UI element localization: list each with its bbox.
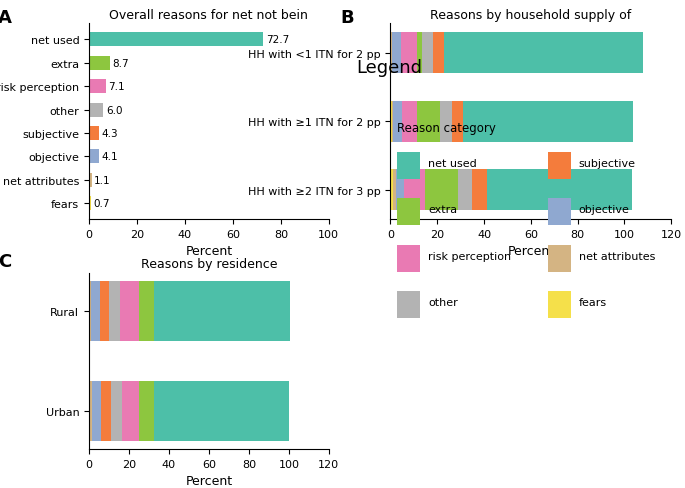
- Bar: [89, 173, 92, 187]
- Bar: [458, 170, 472, 211]
- Bar: [90, 381, 92, 441]
- Bar: [403, 170, 425, 211]
- Bar: [110, 381, 122, 441]
- Bar: [90, 281, 91, 341]
- Bar: [444, 33, 643, 74]
- Bar: [425, 170, 458, 211]
- Bar: [89, 33, 263, 47]
- X-axis label: Percent: Percent: [186, 245, 232, 258]
- Title: Overall reasons for net not bein: Overall reasons for net not bein: [110, 9, 308, 22]
- Bar: [122, 381, 138, 441]
- Text: 4.3: 4.3: [102, 129, 119, 139]
- Text: Reason category: Reason category: [397, 122, 496, 135]
- Bar: [440, 102, 452, 142]
- Bar: [393, 102, 401, 142]
- Text: C: C: [0, 252, 11, 270]
- Bar: [153, 281, 290, 341]
- X-axis label: Percent: Percent: [186, 474, 232, 487]
- Bar: [139, 281, 153, 341]
- Bar: [472, 170, 487, 211]
- Bar: [401, 102, 417, 142]
- Bar: [89, 281, 90, 341]
- Text: 0.7: 0.7: [93, 199, 110, 209]
- Bar: [92, 381, 101, 441]
- Bar: [487, 170, 632, 211]
- Text: 6.0: 6.0: [105, 105, 123, 115]
- Text: A: A: [0, 9, 12, 27]
- Bar: [153, 381, 290, 441]
- Bar: [89, 80, 106, 94]
- Bar: [89, 103, 103, 117]
- Bar: [393, 33, 401, 74]
- Bar: [396, 170, 403, 211]
- X-axis label: Percent: Percent: [508, 245, 554, 258]
- Bar: [421, 33, 434, 74]
- Bar: [89, 57, 110, 71]
- Bar: [417, 33, 421, 74]
- Title: Reasons by residence: Reasons by residence: [140, 258, 277, 271]
- Text: subjective: subjective: [579, 159, 636, 168]
- Bar: [434, 33, 444, 74]
- Bar: [109, 281, 120, 341]
- Bar: [462, 102, 634, 142]
- Text: 8.7: 8.7: [112, 59, 129, 69]
- Bar: [100, 281, 109, 341]
- Bar: [138, 381, 153, 441]
- Bar: [89, 381, 90, 441]
- Title: Reasons by household supply of: Reasons by household supply of: [430, 9, 632, 22]
- Text: 4.1: 4.1: [101, 152, 118, 162]
- Text: other: other: [428, 298, 458, 307]
- Bar: [393, 170, 396, 211]
- Bar: [120, 281, 139, 341]
- Bar: [91, 281, 100, 341]
- Bar: [391, 33, 393, 74]
- Text: 72.7: 72.7: [266, 35, 289, 45]
- Bar: [101, 381, 110, 441]
- Bar: [390, 33, 391, 74]
- Text: Legend: Legend: [356, 59, 422, 77]
- Text: extra: extra: [428, 205, 458, 215]
- Bar: [392, 102, 393, 142]
- Text: net used: net used: [428, 159, 477, 168]
- Bar: [417, 102, 440, 142]
- Text: B: B: [340, 9, 353, 27]
- Bar: [452, 102, 462, 142]
- Bar: [401, 33, 417, 74]
- Text: 1.1: 1.1: [94, 175, 111, 185]
- Bar: [390, 102, 392, 142]
- Bar: [390, 170, 393, 211]
- Text: risk perception: risk perception: [428, 251, 511, 261]
- Bar: [89, 197, 90, 211]
- Text: objective: objective: [579, 205, 630, 215]
- Text: net attributes: net attributes: [579, 251, 655, 261]
- Bar: [89, 127, 99, 141]
- Bar: [89, 150, 99, 164]
- Text: 7.1: 7.1: [108, 82, 125, 92]
- Text: fears: fears: [579, 298, 607, 307]
